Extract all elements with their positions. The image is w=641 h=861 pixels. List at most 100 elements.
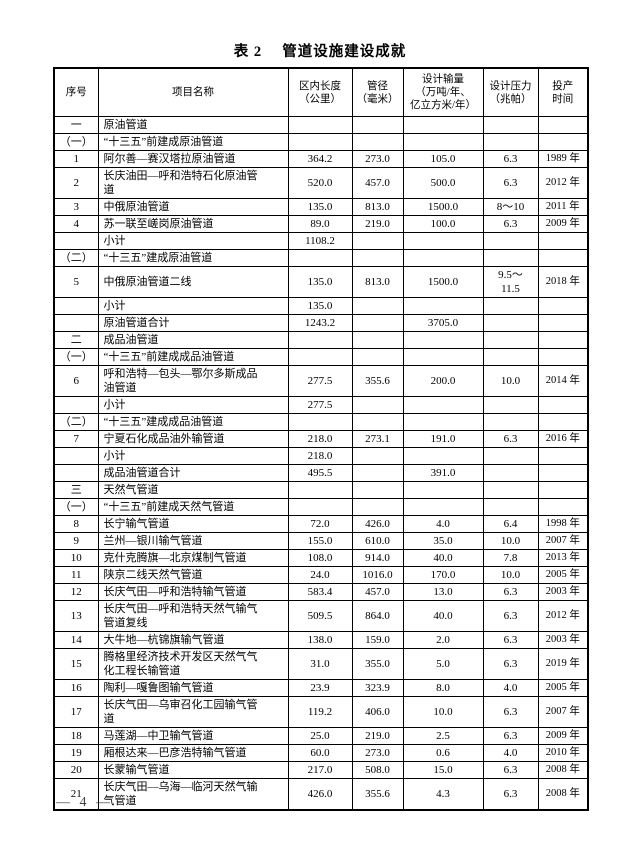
table-cell — [53, 396, 99, 414]
table-cell: 495.5 — [287, 464, 353, 482]
table-cell: 13.0 — [402, 583, 484, 601]
table-cell: 6.3 — [482, 648, 539, 680]
table-cell — [351, 133, 404, 151]
table-row: （二） “十三五”建成成品油管道 — [53, 413, 589, 431]
table-row: （二） “十三五”建成原油管道 — [53, 249, 589, 267]
table-cell: “十三五”前建成原油管道 — [97, 133, 289, 151]
table-cell — [287, 348, 353, 366]
table-cell: （二） — [53, 249, 99, 267]
table-cell: 成品油管道合计 — [97, 464, 289, 482]
table-cell: 2007 年 — [537, 696, 589, 728]
table-row: 3 中俄原油管道 135.0 813.0 1500.0 8～10 2011 年 — [53, 198, 589, 216]
table-row: 9 兰州—银川输气管道 155.0 610.0 35.0 10.0 2007 年 — [53, 532, 589, 550]
table-cell — [402, 297, 484, 315]
table-cell: 323.9 — [351, 679, 404, 697]
table-cell: 1016.0 — [351, 566, 404, 584]
pipeline-achievements-table: 序号 项目名称 区内长度 （公里） 管径 （毫米） 设计输量 （万吨/年、 亿立… — [53, 67, 589, 811]
table-cell: 273.0 — [351, 150, 404, 168]
table-cell — [482, 116, 539, 134]
table-cell: 2014 年 — [537, 365, 589, 397]
table-cell: 2019 年 — [537, 648, 589, 680]
table-row: 二成品油管道 — [53, 331, 589, 349]
table-cell — [537, 498, 589, 516]
table-cell — [287, 116, 353, 134]
table-row: 20 长蒙输气管道 217.0 508.0 15.0 6.3 2008 年 — [53, 761, 589, 779]
table-cell: 2011 年 — [537, 198, 589, 216]
table-cell — [53, 232, 99, 250]
table-cell: 508.0 — [351, 761, 404, 779]
table-cell: 长庆气田—乌审召化工园输气管 道 — [97, 696, 289, 728]
table-cell: 135.0 — [287, 297, 353, 315]
table-cell: 108.0 — [287, 549, 353, 567]
table-cell: 成品油管道 — [97, 331, 289, 349]
table-cell: 4 — [53, 215, 99, 233]
table-cell — [482, 297, 539, 315]
table-cell: 8～10 — [482, 198, 539, 216]
table-cell — [402, 396, 484, 414]
table-cell: 3705.0 — [402, 314, 484, 332]
table-cell: 21 — [53, 778, 99, 811]
table-cell: 8.0 — [402, 679, 484, 697]
table-cell: 小计 — [97, 297, 289, 315]
table-cell: （一） — [53, 348, 99, 366]
table-row: 小计 1108.2 — [53, 232, 589, 250]
table-cell: 218.0 — [287, 447, 353, 465]
header-project-name: 项目名称 — [97, 67, 289, 117]
table-cell: “十三五”建成原油管道 — [97, 249, 289, 267]
table-cell: 500.0 — [402, 167, 484, 199]
table-cell: 24.0 — [287, 566, 353, 584]
table-cell: 135.0 — [287, 198, 353, 216]
table-cell: 2018 年 — [537, 266, 589, 298]
table-cell: 6.3 — [482, 696, 539, 728]
table-cell: 长庆气田—乌海—临河天然气输 气管道 — [97, 778, 289, 811]
header-length: 区内长度 （公里） — [287, 67, 353, 117]
table-cell: 191.0 — [402, 430, 484, 448]
table-cell — [537, 116, 589, 134]
header-row: 序号 项目名称 区内长度 （公里） 管径 （毫米） 设计输量 （万吨/年、 亿立… — [53, 67, 589, 117]
table-cell — [482, 481, 539, 499]
table-cell: 355.0 — [351, 648, 404, 680]
table-cell: 610.0 — [351, 532, 404, 550]
table-cell: 5.0 — [402, 648, 484, 680]
table-cell: 8 — [53, 515, 99, 533]
table-cell: 159.0 — [351, 631, 404, 649]
table-cell — [482, 464, 539, 482]
table-cell: 170.0 — [402, 566, 484, 584]
table-row: （一） “十三五”前建成成品油管道 — [53, 348, 589, 366]
table-cell — [402, 498, 484, 516]
table-cell: 914.0 — [351, 549, 404, 567]
table-row: （一） “十三五”前建成天然气管道 — [53, 498, 589, 516]
table-cell: 10 — [53, 549, 99, 567]
table-row: 13 长庆气田—呼和浩特天然气输气 管道复线 509.5 864.0 40.0 6.3 20… — [53, 600, 589, 632]
table-cell: 100.0 — [402, 215, 484, 233]
header-seq: 序号 — [53, 67, 99, 117]
table-cell: 2005 年 — [537, 679, 589, 697]
table-cell — [402, 481, 484, 499]
table-cell — [351, 232, 404, 250]
table-cell: 813.0 — [351, 198, 404, 216]
table-row: 成品油管道合计 495.5 391.0 — [53, 464, 589, 482]
table-cell — [351, 297, 404, 315]
table-cell: （一） — [53, 133, 99, 151]
table-cell: 6.3 — [482, 778, 539, 811]
table-cell: 陶利—嘎鲁图输气管道 — [97, 679, 289, 697]
header-diameter: 管径 （毫米） — [351, 67, 404, 117]
table-cell: 天然气管道 — [97, 481, 289, 499]
table-cell — [351, 481, 404, 499]
table-row: 4 苏一联至嵯岗原油管道 89.0 219.0 100.0 6.3 2009 年 — [53, 215, 589, 233]
table-cell — [287, 498, 353, 516]
table-cell: 155.0 — [287, 532, 353, 550]
table-cell: 3 — [53, 198, 99, 216]
table-cell: 9.5～ 11.5 — [482, 266, 539, 298]
table-cell: 长宁输气管道 — [97, 515, 289, 533]
table-cell — [537, 348, 589, 366]
table-cell: 6.3 — [482, 430, 539, 448]
table-cell: 40.0 — [402, 549, 484, 567]
table-row: 小计 218.0 — [53, 447, 589, 465]
table-cell: 6.3 — [482, 600, 539, 632]
table-cell: 小计 — [97, 232, 289, 250]
table-cell — [402, 447, 484, 465]
table-cell — [482, 249, 539, 267]
table-cell: 2008 年 — [537, 778, 589, 811]
